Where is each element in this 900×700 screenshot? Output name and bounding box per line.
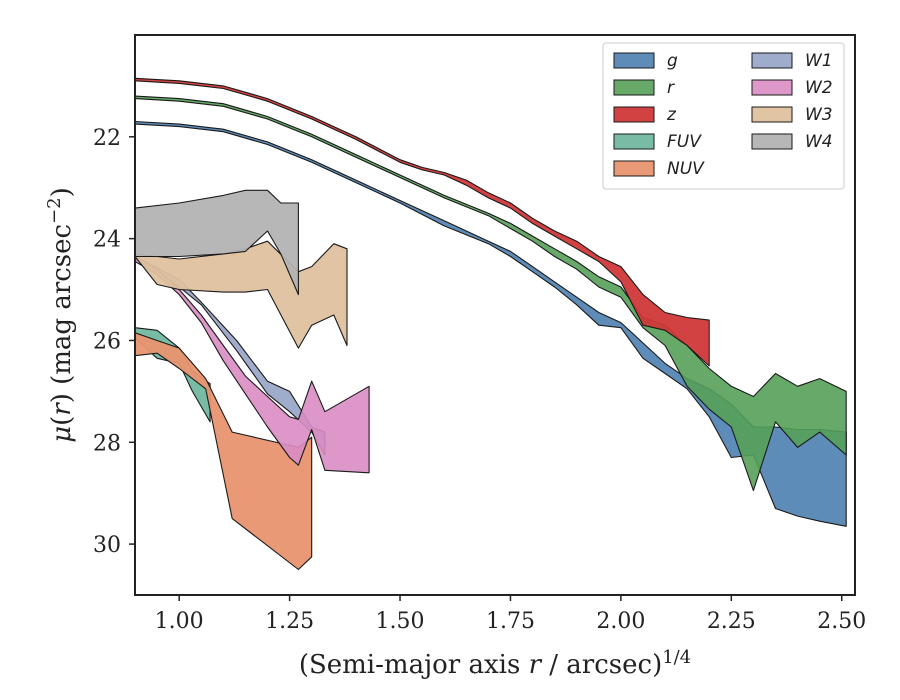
band-w4 [135,189,299,296]
x-tick-label: 1.00 [155,609,204,634]
band-w3 [135,240,348,349]
x-tick-label: 2.50 [817,609,866,634]
band-nuv [135,332,313,571]
legend-label-w4: W4 [805,132,833,152]
x-axis-label: (Semi-major axis r / arcsec)1/4 [299,647,691,680]
x-tick-label: 2.00 [596,609,645,634]
y-axis-ticks: 22 24 26 28 30 [93,126,135,558]
y-axis-label: μ(r) (mag arcsec−2) [44,187,77,443]
x-axis-ticks: 1.00 1.25 1.50 1.75 2.00 2.25 2.50 [155,595,866,634]
legend-swatch-w3 [751,106,793,123]
x-tick-label: 1.50 [376,609,425,634]
y-tick-label: 22 [93,126,121,151]
legend-swatch-g [613,52,655,69]
legend-label-w1: W1 [805,51,833,71]
legend-label-w3: W3 [805,105,833,125]
legend-swatch-nuv [613,160,655,177]
band-g [135,120,847,527]
band-z [135,77,710,367]
legend-swatch-w1 [751,52,793,69]
legend-swatch-w2 [751,79,793,96]
legend: grz FUV NUV W1 W2 W3 W4 [602,42,845,190]
legend-swatch-r [613,79,655,96]
legend-label-fuv: FUV [667,132,702,152]
plot-frame [134,34,856,596]
band-r [135,95,847,492]
legend-label-w2: W2 [805,78,833,98]
y-tick-label: 30 [93,533,121,558]
x-tick-label: 2.25 [707,609,756,634]
x-tick-label: 1.75 [486,609,535,634]
band-w2 [135,255,370,474]
legend-swatch-z [613,106,655,123]
band-areas [135,77,847,571]
legend-label-nuv: NUV [667,159,705,179]
x-tick-label: 1.25 [265,609,314,634]
y-tick-label: 28 [93,431,121,456]
y-tick-label: 26 [93,329,121,354]
y-tick-label: 24 [93,228,121,253]
legend-label-r: r [667,78,675,98]
legend-label-g: g [667,51,678,71]
legend-swatch-fuv [613,133,655,150]
legend-swatch-w4 [751,133,793,150]
legend-label-z: z [666,105,677,125]
